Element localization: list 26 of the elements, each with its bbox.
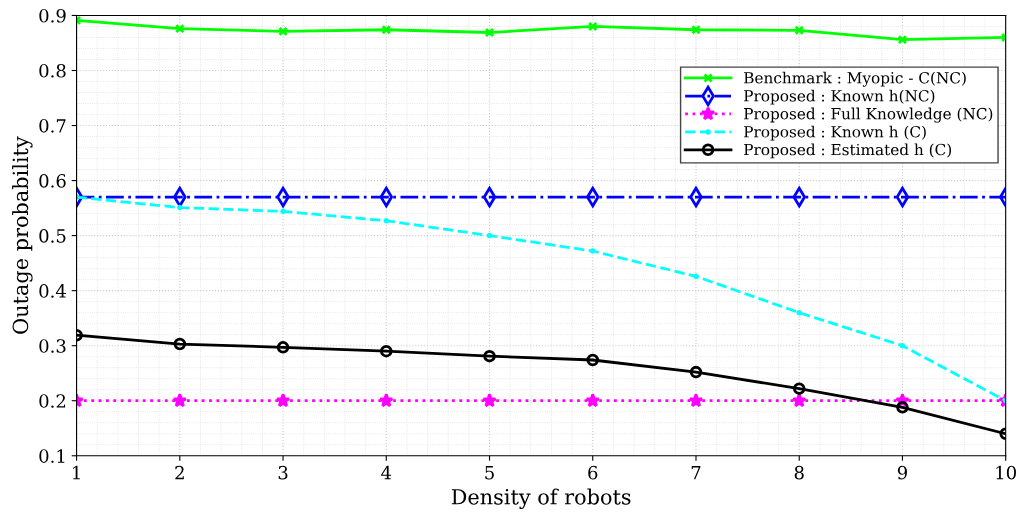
x-tick-label: 5 xyxy=(485,466,494,480)
legend-label: Proposed : Known h (C) xyxy=(744,125,926,141)
legend-label: Proposed : Known h(NC) xyxy=(744,89,935,105)
x-tick-label: 6 xyxy=(588,465,598,480)
y-axis-title: Outage probability xyxy=(12,136,33,334)
x-tick-label: 8 xyxy=(794,465,804,480)
x-tick-label: 10 xyxy=(996,465,1016,480)
y-tick-label: 0.2 xyxy=(39,394,66,408)
x-tick-label: 1 xyxy=(73,465,80,480)
x-axis-title: Density of robots xyxy=(451,488,631,509)
x-tick-label: 2 xyxy=(175,465,184,480)
y-tick-label: 0.3 xyxy=(39,339,66,353)
y-tick-label: 0.6 xyxy=(39,174,66,188)
x-tick-label: 9 xyxy=(897,465,907,480)
y-tick-label: 0.5 xyxy=(39,229,66,243)
y-tick-label: 0.1 xyxy=(39,449,65,463)
legend-label: Benchmark : Myopic - C(NC) xyxy=(744,71,966,87)
y-tick-label: 0.9 xyxy=(39,8,66,23)
y-tick-label: 0.8 xyxy=(39,63,66,78)
x-tick-label: 7 xyxy=(691,466,701,480)
legend-label: Proposed : Full Knowledge (NC) xyxy=(744,107,993,123)
x-tick-label: 3 xyxy=(278,465,288,480)
y-tick-label: 0.4 xyxy=(39,284,66,298)
legend-label: Proposed : Estimated h (C) xyxy=(744,143,952,159)
y-tick-label: 0.7 xyxy=(39,118,66,133)
x-tick-label: 4 xyxy=(381,465,392,480)
